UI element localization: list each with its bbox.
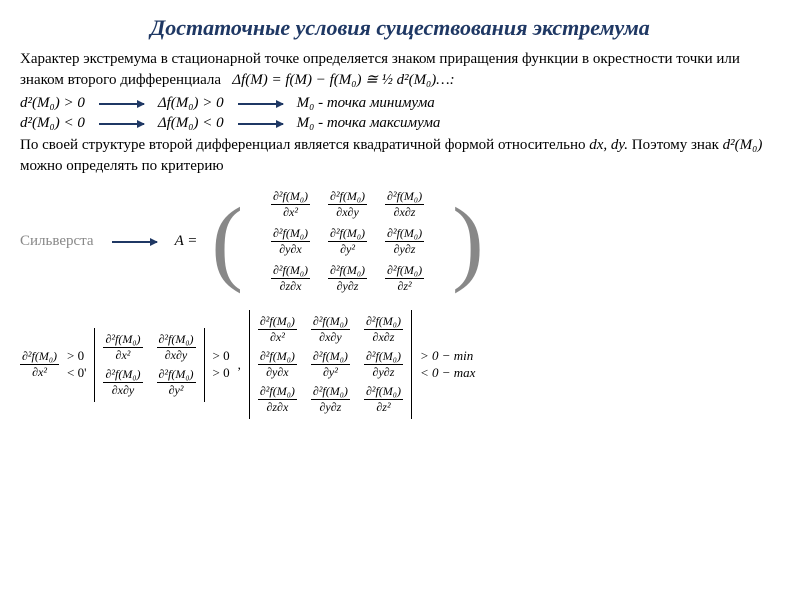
matrix-cell: ∂²f(M₀)∂y² (328, 226, 367, 257)
cond-max-d2: d²(M₀) < 0 (20, 115, 85, 132)
minors-row: ∂²f(M₀)∂x² > 0< 0' ∂²f(M₀)∂x² ∂²f(M₀)∂x∂… (20, 310, 780, 419)
sylvester-label: Сильверста (20, 233, 94, 250)
sylvester-row: Сильверста A = ( ∂²f(M₀)∂x² ∂²f(M₀)∂x∂y … (20, 183, 780, 300)
comma: , (238, 357, 241, 373)
page-title: Достаточные условия существования экстре… (20, 15, 780, 41)
det-cell: ∂²f(M₀)∂x∂y (103, 367, 142, 398)
minor-1-sign: > 0< 0' (67, 348, 86, 382)
det-cell: ∂²f(M₀)∂y² (311, 349, 350, 380)
condition-min: d²(M₀) > 0 Δf(M₀) > 0 M₀ - точка минимум… (20, 95, 780, 112)
p2-a: По своей структуре второй дифференциал я… (20, 137, 589, 153)
p2-d2m0: d²(M₀) (723, 137, 763, 153)
structure-paragraph: По своей структуре второй дифференциал я… (20, 135, 780, 177)
arrow-icon (99, 123, 144, 125)
delta-eq: Δf(M) = f(M) − f(M₀) ≅ ½ d²(M₀)…: (232, 72, 454, 88)
cond-min-d2: d²(M₀) > 0 (20, 95, 85, 112)
det-cell: ∂²f(M₀)∂x² (258, 314, 297, 345)
p2-e: можно определять по критерию (20, 158, 224, 174)
det-cell: ∂²f(M₀)∂z² (364, 384, 403, 415)
det-cell: ∂²f(M₀)∂x∂y (157, 332, 196, 363)
matrix-cell: ∂²f(M₀)∂y∂z (385, 226, 424, 257)
cond-max-df: Δf(M₀) < 0 (158, 115, 224, 132)
matrix-cell: ∂²f(M₀)∂z² (385, 263, 424, 294)
cond-min-df: Δf(M₀) > 0 (158, 95, 224, 112)
arrow-icon (99, 103, 144, 105)
matrix-cell: ∂²f(M₀)∂x∂z (385, 189, 424, 220)
matrix-cell: ∂²f(M₀)∂z∂x (271, 263, 310, 294)
minor-3-sign: > 0 − min< 0 − max (420, 348, 475, 382)
det-cell: ∂²f(M₀)∂x∂z (364, 314, 403, 345)
minor-2-sign: > 0> 0 (213, 348, 230, 382)
det-cell: ∂²f(M₀)∂x∂y (311, 314, 350, 345)
cond-min-result: M₀ - точка минимума (297, 95, 435, 112)
det-cell: ∂²f(M₀)∂y∂x (258, 349, 297, 380)
minor-1: ∂²f(M₀)∂x² (20, 349, 59, 380)
A-equals: A = (175, 233, 198, 250)
minor-3: ∂²f(M₀)∂x² ∂²f(M₀)∂x∂y ∂²f(M₀)∂x∂z ∂²f(M… (249, 310, 412, 419)
arrow-icon (238, 103, 283, 105)
minor-2: ∂²f(M₀)∂x² ∂²f(M₀)∂x∂y ∂²f(M₀)∂x∂y ∂²f(M… (94, 328, 204, 402)
p2-dxdy: dx, dy. (589, 137, 628, 153)
matrix-cell: ∂²f(M₀)∂y∂z (328, 263, 367, 294)
det-cell: ∂²f(M₀)∂y∂z (364, 349, 403, 380)
det-cell: ∂²f(M₀)∂x² (103, 332, 142, 363)
det-cell: ∂²f(M₀)∂y² (157, 367, 196, 398)
p2-c: Поэтому знак (632, 137, 723, 153)
cond-max-result: M₀ - точка максимума (297, 115, 441, 132)
condition-max: d²(M₀) < 0 Δf(M₀) < 0 M₀ - точка максиму… (20, 115, 780, 132)
intro-paragraph: Характер экстремума в стационарной точке… (20, 49, 780, 91)
arrow-icon (238, 123, 283, 125)
matrix-cell: ∂²f(M₀)∂y∂x (271, 226, 310, 257)
paren-right-icon: ) (452, 206, 484, 277)
det-cell: ∂²f(M₀)∂y∂z (311, 384, 350, 415)
det-cell: ∂²f(M₀)∂z∂x (258, 384, 297, 415)
matrix-cell: ∂²f(M₀)∂x∂y (328, 189, 367, 220)
paren-left-icon: ( (211, 206, 243, 277)
matrix-cell: ∂²f(M₀)∂x² (271, 189, 310, 220)
hessian-matrix: ∂²f(M₀)∂x² ∂²f(M₀)∂x∂y ∂²f(M₀)∂x∂z ∂²f(M… (257, 183, 438, 300)
arrow-icon (112, 241, 157, 243)
